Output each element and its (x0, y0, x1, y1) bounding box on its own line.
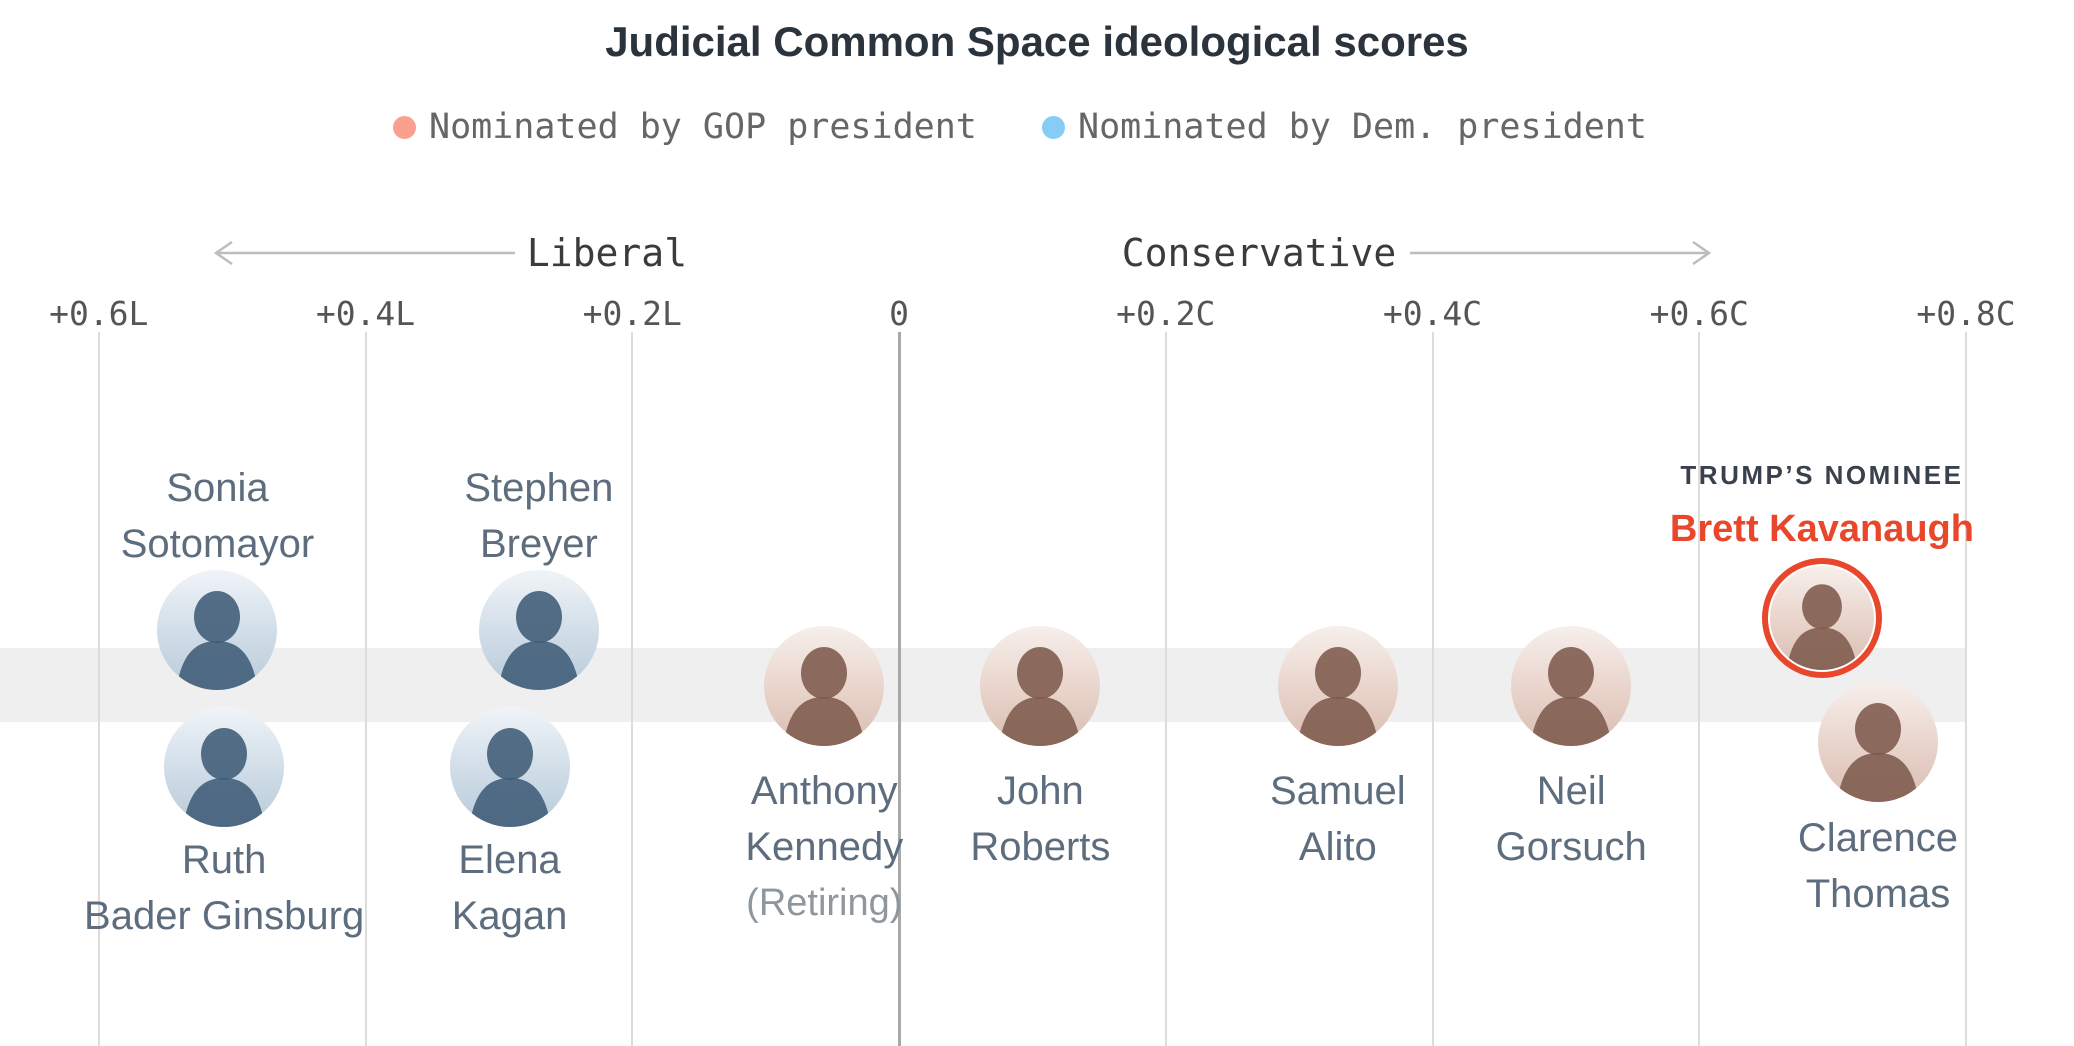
gridline (1431, 332, 1434, 1046)
justice-name-label: Ruth Bader Ginsburg (84, 838, 365, 938)
axis-tick-label: +0.8C (1916, 294, 2016, 333)
gridline (97, 332, 100, 1046)
portrait-icon (1786, 584, 1858, 670)
legend-label-dem: Nominated by Dem. president (1078, 107, 1647, 147)
dem-dot-icon (1042, 115, 1065, 139)
nominee-name-label: Brett Kavanaugh (1669, 508, 1974, 550)
justice-name-label: Clarence Thomas (1797, 816, 1958, 916)
zero-gridline (897, 332, 901, 1046)
axis-tick-label: +0.2L (582, 294, 682, 333)
gop-dot-icon (393, 115, 416, 139)
axis-tick-label: 0 (889, 294, 909, 333)
justice-photo (1817, 682, 1938, 802)
portrait-icon (183, 728, 265, 827)
legend-item-gop: Nominated by GOP president (393, 104, 977, 150)
conservative-direction-label: Conservative (1121, 231, 1397, 275)
justice-photo (478, 570, 599, 690)
justice-photo (1769, 566, 1874, 670)
justice-photo (764, 626, 885, 746)
axis-tick-label: +0.6C (1649, 294, 1749, 333)
justice-photo (1511, 626, 1632, 746)
portrait-icon (468, 728, 551, 827)
portrait-icon (1296, 647, 1379, 746)
justice-name-label: Anthony Kennedy (Retiring) (514, 763, 1134, 931)
justice-photo (157, 570, 278, 690)
justice-photo (980, 626, 1101, 746)
justice-photo (1277, 626, 1398, 746)
axis-tick-label: +0.4L (315, 294, 416, 333)
justice-name-label: Samuel Alito (1269, 769, 1406, 869)
portrait-icon (498, 591, 580, 690)
liberal-arrow-icon (213, 240, 515, 266)
gridline (1698, 332, 1701, 1046)
gridline (364, 332, 367, 1046)
nominee-highlight-ring (1761, 558, 1882, 678)
justice-name-label: Elena Kagan (451, 838, 568, 938)
justice-name-label: Stephen Breyer (464, 466, 614, 566)
justice-name-label: Neil Gorsuch (1495, 769, 1647, 869)
gridline (631, 332, 634, 1046)
portrait-icon (999, 647, 1082, 746)
conservative-arrow-icon (1410, 240, 1712, 266)
portrait-icon (783, 647, 866, 746)
nominee-kicker: TRUMP’S NOMINEE (1680, 460, 1964, 490)
axis-tick-label: +0.2C (1116, 294, 1216, 333)
portrait-icon (176, 591, 259, 690)
gridline (1164, 332, 1167, 1046)
justice-name-label: Sonia Sotomayor (120, 466, 315, 566)
justice-photo (164, 707, 285, 827)
justice-name-label: John Roberts (970, 769, 1111, 869)
justice-photo (449, 707, 570, 827)
legend-label-gop: Nominated by GOP president (429, 107, 977, 147)
gridline (1965, 332, 1967, 1046)
legend-item-dem: Nominated by Dem. president (1042, 104, 1647, 150)
portrait-icon (1837, 703, 1919, 802)
axis-tick-label: +0.4C (1382, 294, 1483, 333)
portrait-icon (1530, 647, 1613, 746)
chart-title: Judicial Common Space ideological scores (605, 18, 1469, 65)
liberal-direction-label: Liberal (526, 231, 688, 275)
retiring-note: (Retiring) (746, 882, 903, 924)
axis-tick-label: +0.6L (49, 294, 149, 333)
